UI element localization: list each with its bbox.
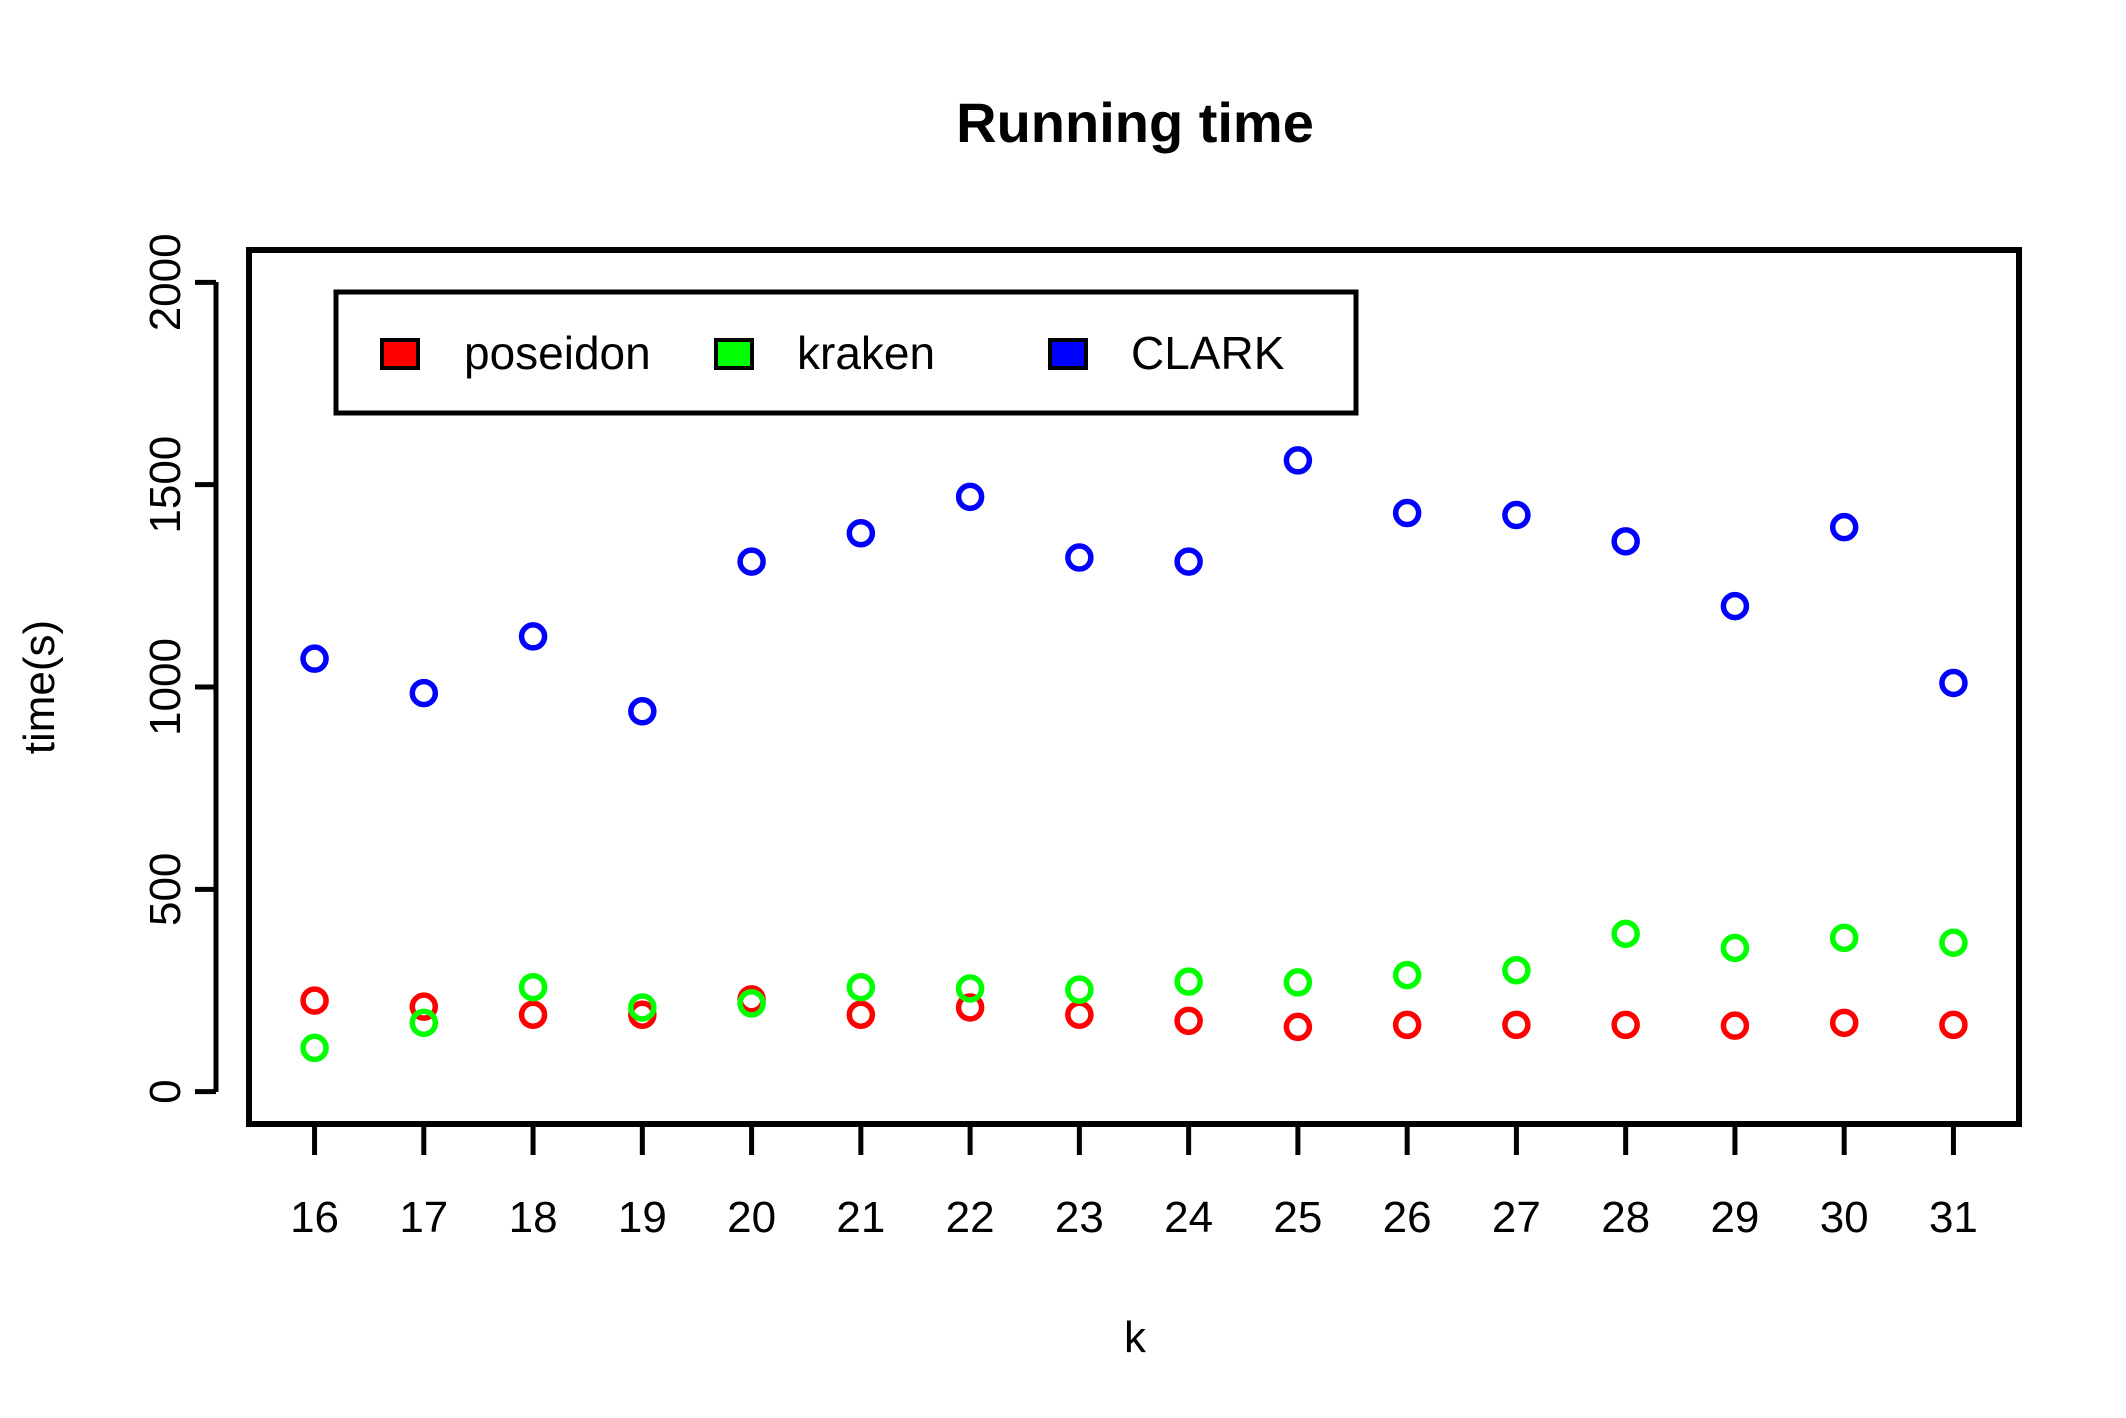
legend-swatch-poseidon (380, 338, 420, 370)
data-point (1283, 1012, 1313, 1042)
legend-label-kraken: kraken (797, 327, 935, 379)
x-tick-label: 20 (727, 1193, 776, 1242)
y-tick-label: 2000 (141, 233, 190, 331)
data-point (1611, 1010, 1640, 1040)
data-point (1174, 967, 1203, 996)
data-point (737, 547, 766, 576)
data-point (1829, 512, 1859, 542)
data-point (1174, 547, 1203, 576)
x-tick-label: 23 (1055, 1193, 1104, 1242)
data-point (1065, 1000, 1094, 1029)
x-tick-label: 21 (836, 1193, 885, 1242)
data-point (1502, 500, 1531, 530)
data-point (1829, 1008, 1859, 1038)
data-point (1065, 975, 1094, 1004)
y-tick-label: 1000 (141, 638, 190, 736)
y-tick-label: 1500 (141, 436, 190, 534)
data-point (1939, 1010, 1968, 1040)
x-tick-label: 30 (1820, 1193, 1869, 1242)
x-tick-label: 24 (1164, 1193, 1213, 1242)
data-point (955, 482, 985, 512)
data-point (409, 678, 439, 708)
x-axis-label: k (1124, 1313, 1147, 1362)
y-tick-label: 0 (141, 1079, 190, 1103)
chart-title: Running time (956, 91, 1314, 154)
x-tick-label: 27 (1492, 1193, 1541, 1242)
data-point (1939, 928, 1968, 957)
x-tick-label: 25 (1273, 1193, 1322, 1242)
data-point (409, 992, 439, 1021)
data-point (1065, 543, 1094, 572)
data-point (1720, 1011, 1750, 1040)
data-point (1720, 591, 1750, 621)
data-point (1174, 1006, 1203, 1036)
data-point (846, 972, 876, 1002)
y-axis: 0 500 1000 1500 2000 (141, 233, 219, 1104)
data-point (1392, 498, 1422, 528)
data-point (1611, 527, 1640, 556)
data-point (955, 993, 985, 1022)
x-tick-label: 17 (399, 1193, 448, 1242)
data-point (628, 697, 657, 726)
data-point (628, 993, 657, 1022)
legend-label-poseidon: poseidon (464, 327, 651, 379)
x-tick-label: 26 (1383, 1193, 1432, 1242)
data-point (955, 974, 985, 1003)
data-point (846, 518, 876, 548)
data-points (300, 446, 1968, 1063)
x-tick-label: 22 (946, 1193, 995, 1242)
data-point (409, 1008, 439, 1038)
x-tick-label: 28 (1601, 1193, 1650, 1242)
data-point (1829, 923, 1859, 953)
data-point (1502, 1010, 1531, 1040)
x-tick-label: 16 (290, 1193, 339, 1242)
x-axis: 16 17 18 19 20 21 22 23 24 25 26 27 28 29 30 31 (290, 1121, 1978, 1242)
legend-swatch-clark (1048, 338, 1088, 370)
data-point (1283, 968, 1313, 997)
series-poseidon (300, 985, 1968, 1042)
data-point (1611, 919, 1640, 949)
data-point (846, 1000, 876, 1029)
series-clark (300, 446, 1968, 726)
legend-swatch-kraken (714, 338, 754, 370)
x-tick-label: 18 (509, 1193, 558, 1242)
y-axis-label: time(s) (15, 620, 64, 754)
x-tick-label: 29 (1710, 1193, 1759, 1242)
data-point (1720, 933, 1750, 963)
data-point (518, 622, 548, 651)
data-point (1392, 960, 1422, 990)
data-point (1939, 668, 1968, 698)
x-tick-label: 31 (1929, 1193, 1978, 1242)
data-point (1283, 446, 1313, 475)
data-point (300, 644, 329, 673)
data-point (737, 989, 766, 1018)
data-point (300, 986, 329, 1015)
data-point (518, 1000, 548, 1029)
series-kraken (300, 919, 1968, 1063)
data-point (1502, 955, 1531, 985)
data-point (1392, 1010, 1422, 1040)
data-point (518, 972, 548, 1002)
legend-label-clark: CLARK (1131, 327, 1285, 379)
y-tick-label: 500 (141, 853, 190, 926)
legend-box (333, 289, 1359, 416)
legend: poseidon kraken CLARK (333, 289, 1359, 416)
data-point (300, 1033, 329, 1063)
x-tick-label: 19 (618, 1193, 667, 1242)
